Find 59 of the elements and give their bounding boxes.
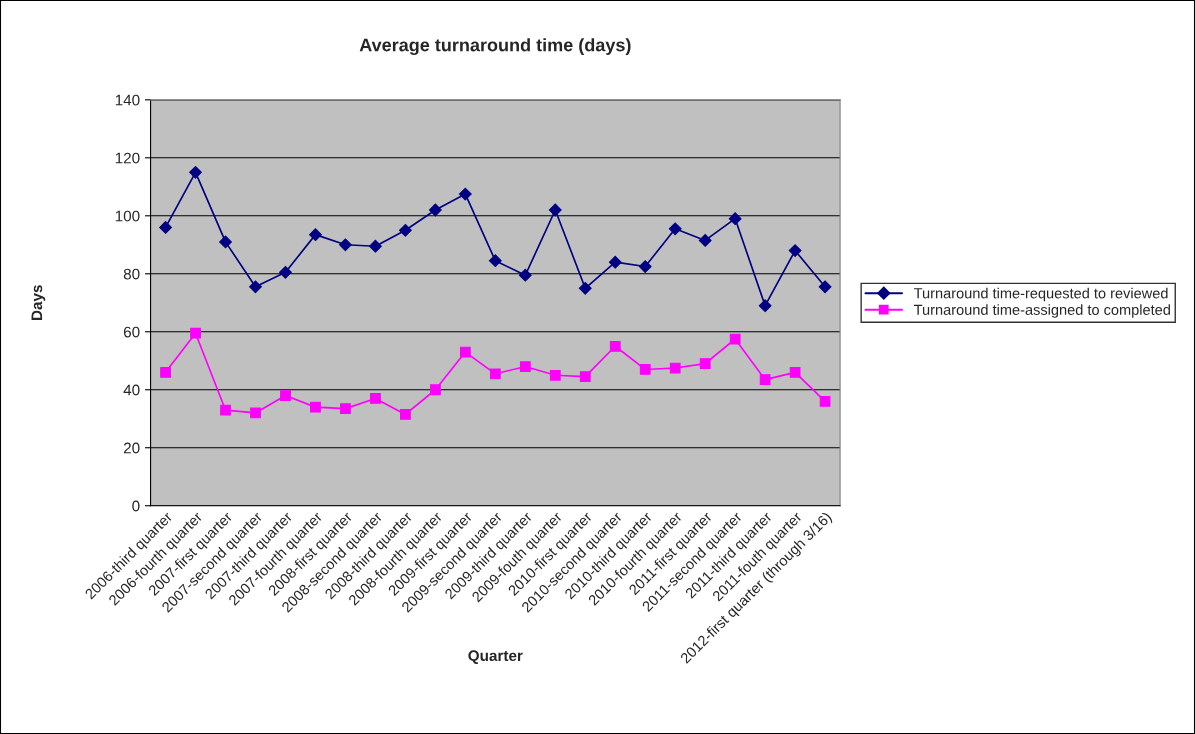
point: [578, 281, 592, 295]
point: [340, 403, 351, 414]
y-tick-label: 40: [123, 384, 140, 396]
point: [668, 222, 682, 236]
point: [699, 358, 711, 370]
point: [818, 280, 832, 294]
point: [758, 299, 772, 313]
point: [759, 374, 771, 385]
y-tick-label: 60: [123, 326, 140, 338]
point: [518, 268, 532, 282]
point: [519, 361, 531, 372]
point: [548, 203, 562, 217]
point: [220, 404, 231, 416]
point: [579, 371, 591, 383]
point: [819, 395, 831, 407]
y-axis-title: Days: [31, 285, 46, 321]
point: [309, 228, 322, 242]
point: [458, 187, 472, 201]
point: [729, 333, 741, 345]
point: [788, 244, 802, 257]
y-tick-label: 80: [123, 268, 140, 280]
y-tick-label: 100: [115, 210, 140, 222]
legend-label: Turnaround time-assigned to completed: [914, 304, 1170, 318]
point: [250, 407, 261, 419]
point: [249, 280, 262, 294]
point: [488, 254, 502, 268]
point: [339, 238, 352, 252]
point: [160, 366, 171, 378]
point: [400, 409, 411, 420]
point: [279, 265, 292, 279]
point: [638, 260, 652, 273]
y-tick-label: 140: [115, 94, 140, 106]
point: [189, 165, 202, 179]
legend-label: Turnaround time-requested to reviewed: [914, 287, 1168, 302]
point: [310, 401, 321, 413]
point: [428, 203, 442, 217]
point: [219, 235, 232, 249]
point: [190, 327, 201, 339]
point: [459, 346, 471, 358]
point: [789, 366, 801, 378]
point: [280, 390, 291, 401]
point: [369, 239, 382, 253]
point: [370, 393, 381, 404]
point: [728, 212, 742, 226]
y-tick-label: 0: [132, 500, 140, 512]
point: [549, 369, 561, 381]
x-axis-title: Quarter: [468, 650, 523, 664]
point: [639, 364, 651, 375]
point: [669, 362, 681, 374]
point: [159, 220, 172, 234]
point: [609, 340, 621, 352]
y-tick-label: 120: [115, 152, 140, 164]
y-tick-label: 20: [123, 442, 140, 454]
point: [698, 234, 712, 247]
point: [429, 384, 441, 396]
point: [398, 223, 412, 237]
point: [489, 368, 501, 380]
point: [608, 255, 622, 269]
chart-title: Average turnaround time (days): [359, 38, 631, 56]
